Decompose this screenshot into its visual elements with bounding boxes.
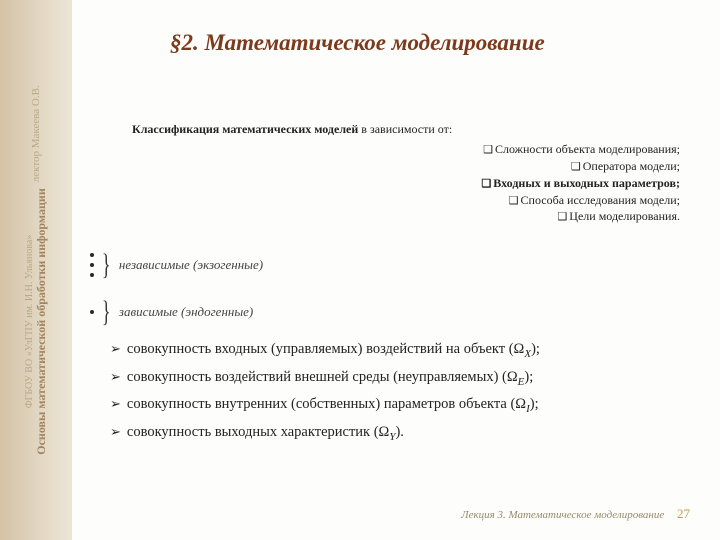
- page-number: 27: [677, 506, 690, 521]
- list-item: Способа исследования модели;: [132, 192, 680, 209]
- arrow-icon: ➢: [110, 396, 121, 411]
- classification-lead-rest: в зависимости от:: [358, 122, 452, 136]
- brace-group-independent: } независимые (экзогенные): [90, 247, 263, 283]
- list-item: ➢совокупность входных (управляемых) возд…: [110, 340, 680, 362]
- footer-text: Лекция 3. Математическое моделирование: [461, 509, 664, 521]
- list-item: ➢совокупность внутренних (собственных) п…: [110, 395, 680, 417]
- sidebar: ФГБОУ ВО «УлГПУ им. И.Н. Ульянова» Основ…: [0, 0, 72, 540]
- list-item: Цели моделирования.: [132, 208, 680, 225]
- arrow-icon: ➢: [110, 424, 121, 439]
- bullet-dots: [90, 304, 94, 320]
- list-item: Входных и выходных параметров;: [132, 175, 680, 192]
- sidebar-lecturer: лектор Макеева О.В.: [30, 85, 42, 182]
- list-item: ➢совокупность выходных характеристик (ΩY…: [110, 423, 680, 445]
- brace-icon: }: [102, 300, 111, 324]
- bullet-dots: [90, 247, 94, 283]
- arrow-icon: ➢: [110, 341, 121, 356]
- classification-lead-bold: Классификация математических моделей: [132, 122, 358, 136]
- brace-group-dependent: } зависимые (эндогенные): [90, 300, 253, 324]
- footer: Лекция 3. Математическое моделирование 2…: [461, 506, 690, 522]
- classification-list: Сложности объекта моделирования; Операто…: [132, 141, 680, 225]
- sidebar-course: Основы математической обработки информац…: [35, 188, 48, 455]
- brace-label: независимые (экзогенные): [119, 257, 263, 272]
- classification-block: Классификация математических моделей в з…: [132, 122, 680, 225]
- sidebar-text: ФГБОУ ВО «УлГПУ им. И.Н. Ульянова» Основ…: [0, 0, 72, 540]
- arrow-icon: ➢: [110, 369, 121, 384]
- classification-lead: Классификация математических моделей в з…: [132, 122, 452, 136]
- brace-icon: }: [102, 253, 111, 277]
- list-item: Оператора модели;: [132, 158, 680, 175]
- list-item: ➢совокупность воздействий внешней среды …: [110, 368, 680, 390]
- page-title: §2. Математическое моделирование: [170, 30, 545, 56]
- brace-label: зависимые (эндогенные): [119, 304, 253, 319]
- arrow-list: ➢совокупность входных (управляемых) возд…: [110, 340, 680, 451]
- list-item: Сложности объекта моделирования;: [132, 141, 680, 158]
